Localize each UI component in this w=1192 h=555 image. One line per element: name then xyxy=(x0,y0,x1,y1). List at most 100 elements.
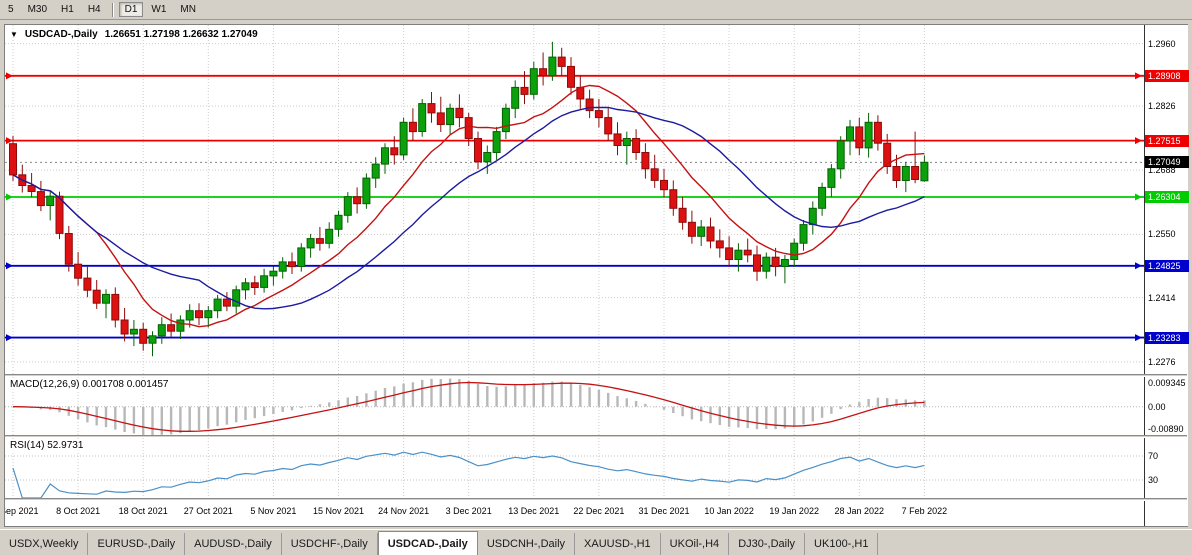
candle-body xyxy=(102,293,110,304)
date-label: 29 Sep 2021 xyxy=(5,506,39,516)
candlestick-chart-svg[interactable] xyxy=(5,25,1144,374)
price-axis-rsi: 70 30 xyxy=(1145,438,1188,498)
chart-tab-uk100-h1[interactable]: UK100-,H1 xyxy=(805,533,879,555)
candle-body xyxy=(836,140,845,170)
candle-body xyxy=(641,152,650,170)
candle-body xyxy=(195,310,203,319)
macd-label: MACD(12,26,9) 0.001708 0.001457 xyxy=(10,379,169,390)
panel-separator[interactable] xyxy=(5,435,1187,438)
candle-body xyxy=(753,254,761,272)
level-right-marker-icon xyxy=(1135,262,1142,270)
candle-body xyxy=(790,242,799,260)
timeframe-button-h4[interactable]: H4 xyxy=(87,4,101,15)
candle-body xyxy=(139,328,148,344)
timeframe-button-mn[interactable]: MN xyxy=(180,4,196,15)
price-level-label: 1.27515 xyxy=(1145,134,1189,147)
candle-body xyxy=(427,103,436,114)
price-tick: 1.2550 xyxy=(1148,229,1176,240)
chart-menu-icon[interactable]: ▼ xyxy=(10,30,18,39)
level-left-marker-icon xyxy=(6,262,13,270)
candle-body xyxy=(594,110,603,119)
candle-body xyxy=(846,126,854,142)
candle-body xyxy=(371,163,380,179)
candle-body xyxy=(306,238,315,249)
candle-body xyxy=(827,168,836,188)
date-label: 15 Nov 2021 xyxy=(312,506,365,516)
timeframe-button-w1[interactable]: W1 xyxy=(151,4,167,15)
price-tick: 1.2414 xyxy=(1148,292,1176,303)
candle-body xyxy=(697,226,706,237)
ma-fast-line xyxy=(12,84,925,328)
date-label: 18 Oct 2021 xyxy=(118,506,168,516)
time-axis[interactable]: 29 Sep 2021 8 Oct 2021 18 Oct 2021 27 Oct 2… xyxy=(5,500,1144,526)
candle-body xyxy=(148,335,157,344)
chart-tab-eurusd-daily[interactable]: EURUSD-,Daily xyxy=(88,533,186,555)
candles xyxy=(9,41,929,357)
candle-body xyxy=(650,168,659,181)
timeframe-button-m30[interactable]: M30 xyxy=(27,4,48,15)
macd-chart-svg xyxy=(5,377,1144,435)
candle-body xyxy=(315,238,324,244)
price-level-label: 1.24825 xyxy=(1145,259,1189,272)
rsi-panel[interactable]: RSI(14) 52.9731 xyxy=(5,438,1144,498)
price-axis-main[interactable]: 1.2960 1.2826 1.2688 1.2550 1.2414 1.2276 1.28… xyxy=(1145,25,1189,374)
chart-tab-ukoil-h4[interactable]: UKOil-,H4 xyxy=(660,533,730,555)
macd-axis-max: 0.009345 xyxy=(1148,378,1186,388)
candle-body xyxy=(464,117,473,139)
grid xyxy=(5,25,1144,374)
candle-body xyxy=(539,68,548,77)
candle-body xyxy=(911,166,920,180)
candle-body xyxy=(808,207,817,226)
candle-body xyxy=(204,310,213,319)
candle-body xyxy=(660,179,668,191)
candle-body xyxy=(436,112,445,126)
timeframe-button-5[interactable]: 5 xyxy=(8,4,14,15)
candle-body xyxy=(27,185,36,192)
candle-body xyxy=(511,86,520,109)
candle-body xyxy=(288,261,296,268)
candle-body xyxy=(622,138,631,146)
candle-body xyxy=(548,56,557,77)
candle-body xyxy=(232,289,241,307)
candle-body xyxy=(418,103,427,132)
price-tick: 1.2276 xyxy=(1148,356,1176,367)
macd-histogram xyxy=(11,378,926,435)
candle-body xyxy=(613,133,622,147)
candle-body xyxy=(74,263,83,279)
chart-tab-dj30-daily[interactable]: DJ30-,Daily xyxy=(729,533,806,555)
candle-body xyxy=(353,196,362,205)
timeframe-button-d1[interactable]: D1 xyxy=(118,2,144,17)
candle-body xyxy=(557,56,566,67)
candle-body xyxy=(669,189,678,209)
chart-tab-audusd-daily[interactable]: AUDUSD-,Daily xyxy=(185,533,282,555)
candle-body xyxy=(408,121,417,133)
rsi-level-label: 70 xyxy=(1148,451,1159,461)
price-level-label: 1.23283 xyxy=(1145,331,1189,344)
timeframe-button-h1[interactable]: H1 xyxy=(61,4,74,15)
level-right-marker-icon xyxy=(1135,137,1142,145)
level-left-marker-icon xyxy=(6,334,13,342)
chart-tab-usdcad-daily[interactable]: USDCAD-,Daily xyxy=(377,531,478,555)
candle-body xyxy=(873,121,882,144)
price-axis[interactable]: 1.2960 1.2826 1.2688 1.2550 1.2414 1.2276 1.28… xyxy=(1144,25,1189,526)
candle-body xyxy=(855,126,864,149)
date-label: 13 Dec 2021 xyxy=(508,506,560,516)
chart-tabs-bar: USDX,Weekly EURUSD-,Daily AUDUSD-,Daily USD… xyxy=(0,529,1192,555)
date-label: 27 Oct 2021 xyxy=(183,506,233,516)
chart-tab-usdchf-daily[interactable]: USDCHF-,Daily xyxy=(281,533,378,555)
candle-body xyxy=(120,319,129,335)
panel-separator[interactable] xyxy=(5,374,1187,377)
candle-body xyxy=(297,247,306,267)
macd-panel[interactable]: MACD(12,26,9) 0.001708 0.001457 xyxy=(5,377,1144,435)
chart-tab-xauusd-h1[interactable]: XAUUSD-,H1 xyxy=(575,533,661,555)
macd-axis-min: -0.00890 xyxy=(1148,424,1184,434)
date-label: 24 Nov 2021 xyxy=(378,506,430,516)
chart-symbol-period: USDCAD-,Daily xyxy=(24,29,98,40)
date-label: 19 Jan 2022 xyxy=(769,506,819,516)
main-chart-plot[interactable]: ▼ USDCAD-,Daily 1.26651 1.27198 1.26632 … xyxy=(5,25,1144,374)
candle-body xyxy=(455,107,464,119)
chart-tab-usdcnh-daily[interactable]: USDCNH-,Daily xyxy=(477,533,576,555)
chart-tab-usdx-weekly[interactable]: USDX,Weekly xyxy=(0,533,89,555)
candle-body xyxy=(706,226,715,242)
